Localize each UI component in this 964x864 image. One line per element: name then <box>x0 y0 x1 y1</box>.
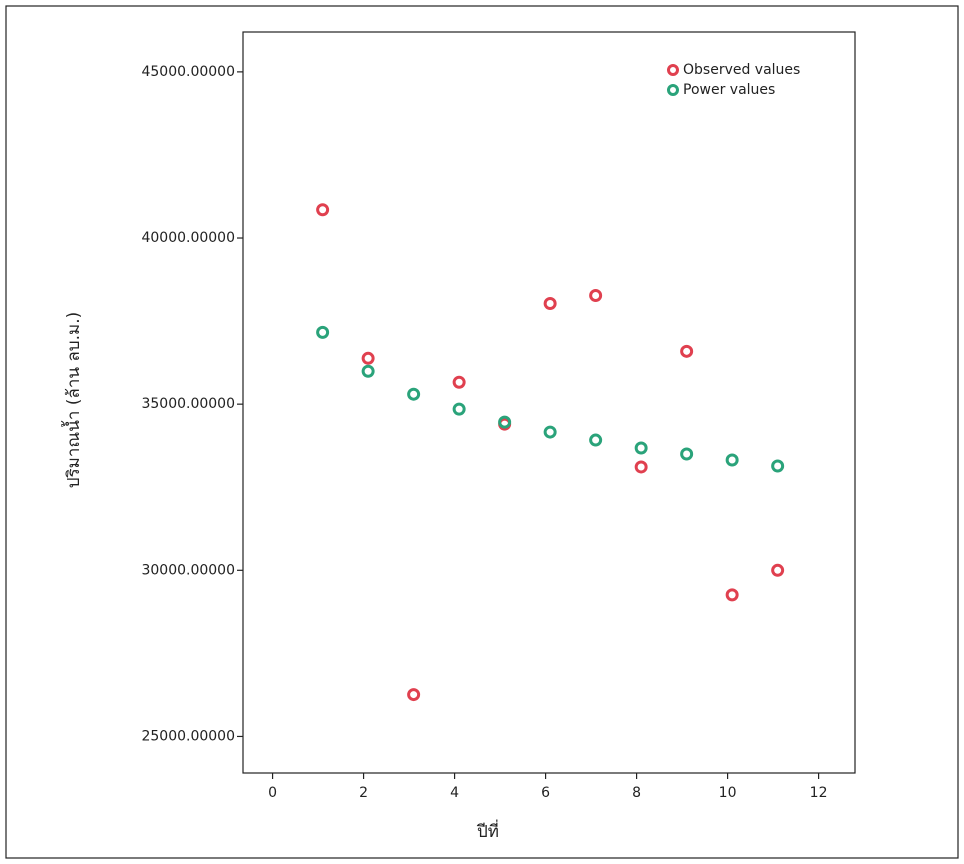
point <box>452 375 466 389</box>
point <box>771 563 785 577</box>
x-tick-label: 8 <box>632 785 641 801</box>
x-tick-label: 2 <box>359 785 368 801</box>
point <box>589 289 603 303</box>
point <box>771 459 785 473</box>
y-tick-label: 45000.00000 <box>141 64 235 80</box>
x-tick-label: 6 <box>541 785 550 801</box>
point <box>452 402 466 416</box>
point <box>680 344 694 358</box>
point <box>725 453 739 467</box>
y-tick-label: 25000.00000 <box>141 728 235 744</box>
point <box>543 425 557 439</box>
y-axis-label: ปริมาณน้ำ (ล้าน ลบ.ม.) <box>61 312 84 489</box>
x-axis-label: ปีที่ <box>476 819 499 842</box>
point <box>407 387 421 401</box>
legend-marker <box>667 64 679 76</box>
point <box>634 460 648 474</box>
point <box>361 364 375 378</box>
x-tick-label: 4 <box>450 785 459 801</box>
x-tick-label: 12 <box>810 785 828 801</box>
point <box>589 433 603 447</box>
point <box>543 296 557 310</box>
legend-marker <box>667 84 679 96</box>
point <box>407 688 421 702</box>
legend-label: Power values <box>683 82 775 98</box>
point <box>634 441 648 455</box>
y-tick-label: 30000.00000 <box>141 562 235 578</box>
point <box>316 203 330 217</box>
point <box>316 325 330 339</box>
point <box>361 351 375 365</box>
x-tick-label: 10 <box>719 785 737 801</box>
x-tick-label: 0 <box>268 785 277 801</box>
plot-area <box>242 31 856 774</box>
point <box>498 415 512 429</box>
point <box>725 588 739 602</box>
legend-label: Observed values <box>683 62 800 78</box>
point <box>680 447 694 461</box>
y-tick-label: 35000.00000 <box>141 396 235 412</box>
y-tick-label: 40000.00000 <box>141 230 235 246</box>
frame <box>5 5 959 859</box>
